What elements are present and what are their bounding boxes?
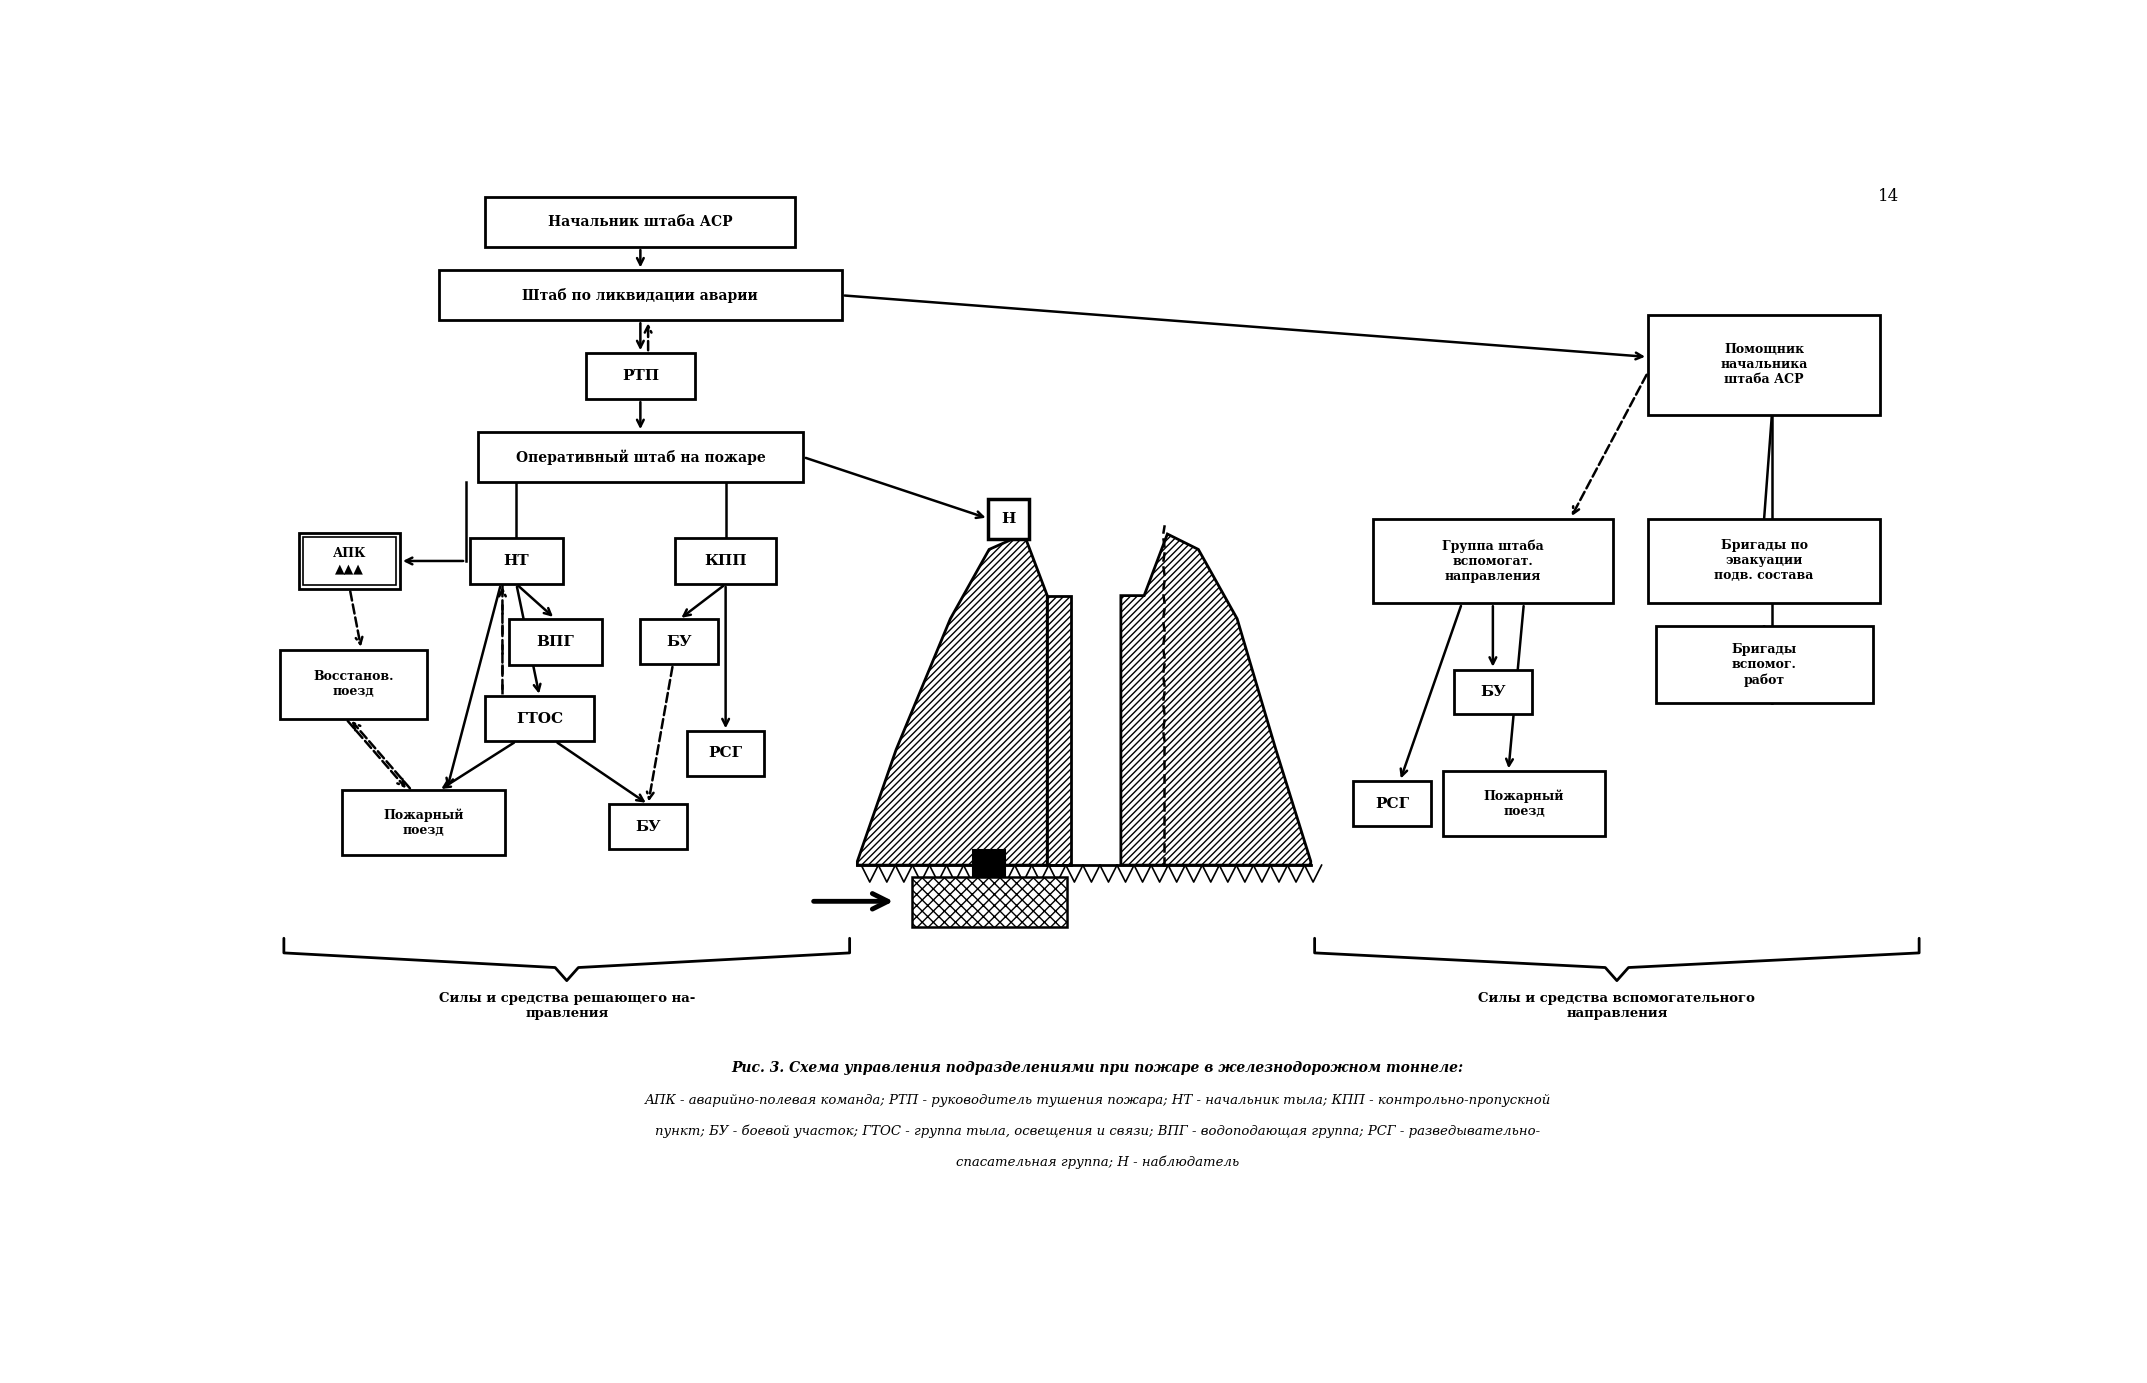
FancyBboxPatch shape: [438, 270, 842, 321]
FancyBboxPatch shape: [341, 790, 505, 856]
FancyBboxPatch shape: [1655, 626, 1872, 704]
Text: Оперативный штаб на пожаре: Оперативный штаб на пожаре: [515, 449, 764, 465]
Text: пункт; БУ - боевой участок; ГТОС - группа тыла, освещения и связи; ВПГ - водопод: пункт; БУ - боевой участок; ГТОС - групп…: [655, 1124, 1539, 1138]
Text: Бригады
вспомог.
работ: Бригады вспомог. работ: [1730, 643, 1797, 687]
Polygon shape: [1121, 534, 1312, 866]
Text: Пожарный
поезд: Пожарный поезд: [382, 809, 464, 837]
FancyBboxPatch shape: [477, 431, 803, 483]
Text: БУ: БУ: [1479, 685, 1505, 698]
Text: спасательная группа; Н - наблюдатель: спасательная группа; Н - наблюдатель: [955, 1155, 1239, 1169]
FancyBboxPatch shape: [298, 534, 399, 589]
FancyBboxPatch shape: [1649, 519, 1881, 603]
FancyBboxPatch shape: [973, 849, 1005, 877]
FancyBboxPatch shape: [676, 538, 775, 584]
Text: 14: 14: [1876, 188, 1898, 205]
FancyBboxPatch shape: [1649, 314, 1881, 415]
FancyBboxPatch shape: [509, 618, 601, 665]
Text: Бригады по
эвакуации
подв. состава: Бригады по эвакуации подв. состава: [1715, 539, 1814, 582]
Text: БУ: БУ: [666, 635, 691, 649]
Polygon shape: [857, 534, 1048, 866]
Text: РТП: РТП: [623, 369, 659, 383]
Text: Силы и средства решающего на-
правления: Силы и средства решающего на- правления: [438, 992, 696, 1021]
Text: РСГ: РСГ: [709, 747, 743, 761]
Text: ВПГ: ВПГ: [537, 635, 573, 649]
Text: Восстанов.
поезд: Восстанов. поезд: [313, 671, 393, 698]
Text: Пожарный
поезд: Пожарный поезд: [1484, 790, 1565, 817]
Text: Начальник штаба АСР: Начальник штаба АСР: [547, 216, 732, 230]
FancyBboxPatch shape: [1353, 781, 1430, 826]
FancyBboxPatch shape: [610, 805, 687, 849]
Text: Помощник
начальника
штаба АСР: Помощник начальника штаба АСР: [1720, 343, 1808, 386]
FancyBboxPatch shape: [1454, 669, 1531, 714]
Text: Силы и средства вспомогательного
направления: Силы и средства вспомогательного направл…: [1479, 992, 1756, 1021]
Text: КПП: КПП: [704, 555, 747, 568]
Polygon shape: [1048, 596, 1071, 866]
FancyBboxPatch shape: [1443, 770, 1606, 837]
FancyBboxPatch shape: [279, 650, 427, 719]
FancyBboxPatch shape: [687, 732, 764, 776]
FancyBboxPatch shape: [485, 697, 595, 741]
Text: Н: Н: [1001, 512, 1016, 526]
FancyBboxPatch shape: [303, 537, 397, 585]
FancyBboxPatch shape: [912, 877, 1067, 927]
Text: Штаб по ликвидации аварии: Штаб по ликвидации аварии: [522, 288, 758, 303]
Text: ГТОС: ГТОС: [515, 712, 563, 726]
Text: НТ: НТ: [505, 555, 528, 568]
Text: Рис. 3. Схема управления подразделениями при пожаре в железнодорожном тоннеле:: Рис. 3. Схема управления подразделениями…: [732, 1062, 1464, 1076]
Text: Группа штаба
вспомогат.
направления: Группа штаба вспомогат. направления: [1443, 539, 1544, 582]
FancyBboxPatch shape: [586, 353, 696, 400]
FancyBboxPatch shape: [640, 620, 717, 664]
FancyBboxPatch shape: [988, 499, 1028, 538]
FancyBboxPatch shape: [1372, 519, 1612, 603]
Text: АПК - аварийно-полевая команда; РТП - руководитель тушения пожара; НТ - начальни: АПК - аварийно-полевая команда; РТП - ру…: [644, 1094, 1550, 1106]
Text: АПК
▲▲▲: АПК ▲▲▲: [333, 546, 367, 575]
Text: БУ: БУ: [636, 820, 661, 834]
Text: РСГ: РСГ: [1374, 797, 1408, 810]
FancyBboxPatch shape: [485, 198, 794, 248]
FancyBboxPatch shape: [470, 538, 563, 584]
